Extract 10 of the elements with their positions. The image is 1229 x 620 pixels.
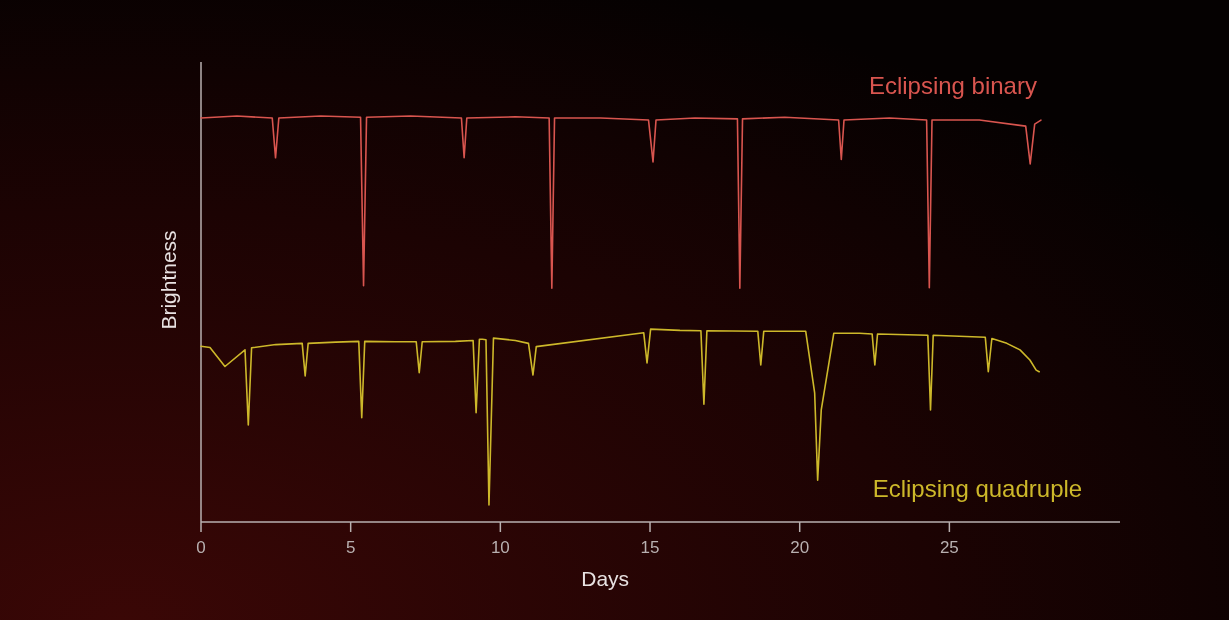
x-tick-label: 10 (490, 538, 510, 557)
x-tick-label: 15 (640, 538, 660, 557)
series-label: Eclipsing binary (868, 72, 1037, 99)
y-axis-title: Brightness (157, 230, 180, 330)
text: Eclipsing quadruple (872, 474, 1083, 502)
x-tick-label: 20 (790, 538, 810, 557)
x-tick-label: 25 (939, 538, 959, 557)
x-axis-title: Days (581, 567, 630, 590)
x-tick-label: 5 (345, 538, 356, 557)
x-tick-label: 0 (196, 538, 206, 557)
